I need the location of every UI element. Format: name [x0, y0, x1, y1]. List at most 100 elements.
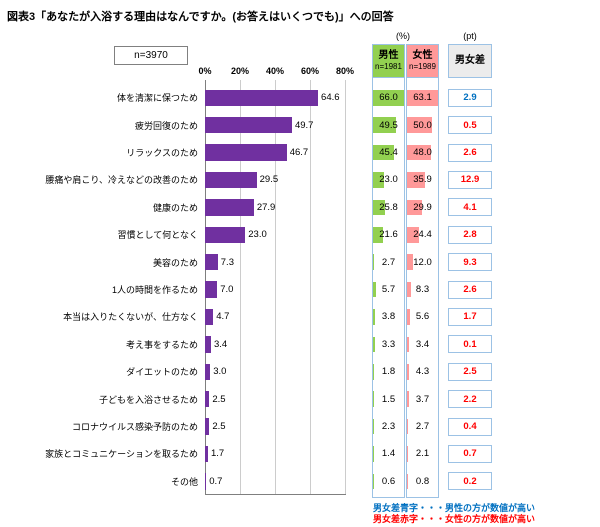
diff-cell: 2.9	[448, 88, 492, 107]
category-label: 疲労回復のため	[134, 120, 198, 131]
data-bar	[373, 227, 384, 243]
value: 3.8	[381, 311, 396, 323]
bar-value-label: 2.5	[212, 393, 226, 405]
chart-row: 健康のため 27.9	[0, 194, 368, 221]
male-cell: 5.7	[372, 276, 405, 303]
male-cell: 2.7	[372, 248, 405, 275]
male-cell: 1.5	[372, 385, 405, 412]
male-sample-size: n=1981	[375, 62, 402, 72]
male-label: 男性	[378, 50, 399, 62]
value: 21.6	[379, 229, 398, 241]
percent-unit-label: (%)	[396, 31, 410, 41]
chart-row: ダイエットのため 3.0	[0, 358, 368, 385]
diff-cell: 2.6	[448, 280, 492, 299]
female-cell: 4.3	[406, 358, 439, 385]
value: 63.1	[413, 92, 432, 104]
total-bar	[205, 418, 210, 435]
category-label: 本当は入りたくないが、仕方なく	[63, 312, 198, 323]
data-bar	[407, 254, 413, 270]
data-bar	[407, 364, 410, 380]
gridline	[240, 80, 241, 494]
category-label: 体を清潔に保つため	[116, 93, 198, 104]
female-cell: 0.8	[406, 468, 439, 495]
male-cell: 49.5	[372, 111, 405, 138]
chart-row: その他 0.7	[0, 468, 368, 495]
data-bar	[407, 90, 438, 106]
legend-female-higher: 男女差赤字・・・女性の方が数値が高い	[373, 514, 536, 524]
bar-value-label: 3.4	[213, 338, 228, 350]
category-label: その他	[170, 476, 198, 487]
diff-cell: 4.1	[448, 198, 492, 217]
bar-value-label: 23.0	[248, 229, 267, 241]
value: 0.6	[381, 475, 396, 487]
bar-value-label: 3.0	[213, 366, 227, 378]
bar-value-label: 1.7	[210, 448, 225, 460]
value: 12.0	[413, 256, 432, 268]
diff-cell: 2.5	[448, 362, 492, 381]
bar-value-label: 29.5	[259, 174, 279, 186]
bar-value-label: 7.3	[220, 256, 234, 268]
female-sample-size: n=1989	[409, 62, 436, 72]
data-bar	[407, 281, 412, 298]
female-cell: 50.0	[406, 111, 439, 138]
total-bar	[205, 171, 257, 189]
total-bar	[205, 226, 246, 243]
female-cell: 29.9	[406, 194, 439, 221]
category-label: コロナウイルス感染予防のため	[71, 421, 198, 432]
pt-unit-label: (pt)	[463, 31, 477, 41]
category-label: 家族とコミュニケーションを取るため	[45, 449, 198, 460]
chart-row: 1人の時間を作るため 7.0	[0, 276, 368, 303]
total-bar	[205, 89, 319, 106]
data-bar	[373, 117, 397, 133]
chart-row: 家族とコミュニケーションを取るため 1.7	[0, 440, 368, 467]
bar-value-label: 46.7	[289, 146, 309, 158]
value: 25.8	[379, 201, 398, 213]
diff-cell: 1.7	[448, 307, 492, 326]
bar-value-label: 0.7	[209, 475, 223, 487]
bar-value-label: 27.9	[256, 201, 276, 213]
total-bar	[205, 116, 292, 134]
female-cell: 48.0	[406, 139, 439, 166]
value: 35.9	[413, 174, 432, 186]
male-cell: 3.8	[372, 303, 405, 330]
chart-row: 体を清潔に保つため 64.6	[0, 84, 368, 111]
diff-cell: 2.8	[448, 225, 492, 244]
value: 3.7	[415, 393, 430, 405]
category-label: 1人の時間を作るため	[111, 284, 198, 295]
total-bar	[205, 308, 214, 326]
value: 1.8	[381, 366, 396, 378]
male-cell: 1.8	[372, 358, 405, 385]
figure-title: 図表3「あなたが入浴する理由はなんですか。(お答えはいくつでも)」への回答	[7, 11, 394, 23]
bar-value-label: 7.0	[220, 283, 234, 295]
bar-value-label: 2.5	[212, 420, 226, 432]
value: 4.3	[415, 366, 430, 378]
female-column-header: 女性 n=1989	[406, 44, 439, 78]
x-axis-tick: 60%	[300, 66, 320, 76]
category-label: 美容のため	[152, 257, 198, 268]
value: 3.4	[415, 338, 430, 350]
category-label: 考え事をするため	[125, 339, 198, 350]
female-cell: 35.9	[406, 166, 439, 193]
female-cell: 3.7	[406, 385, 439, 412]
total-bar	[205, 473, 207, 490]
x-axis-tick: 20%	[230, 66, 250, 76]
chart-row: 習慣として何となく 23.0	[0, 221, 368, 248]
value: 5.7	[381, 283, 396, 295]
total-bar	[205, 199, 254, 216]
x-axis-tick: 40%	[265, 66, 285, 76]
total-bar	[205, 390, 210, 408]
total-bar	[205, 253, 218, 271]
data-bar	[373, 473, 374, 490]
value: 24.4	[413, 229, 432, 241]
x-axis-tick: 0%	[198, 66, 212, 76]
category-label: 腰痛や肩こり、冷えなどの改善のため	[45, 175, 198, 186]
female-label: 女性	[412, 50, 433, 62]
data-bar	[407, 391, 409, 407]
chart-row: コロナウイルス感染予防のため 2.5	[0, 413, 368, 440]
data-bar	[373, 418, 375, 435]
value: 66.0	[379, 92, 398, 104]
total-bar	[205, 281, 218, 298]
male-cell: 25.8	[372, 194, 405, 221]
female-cell: 2.7	[406, 413, 439, 440]
data-bar	[407, 418, 409, 435]
